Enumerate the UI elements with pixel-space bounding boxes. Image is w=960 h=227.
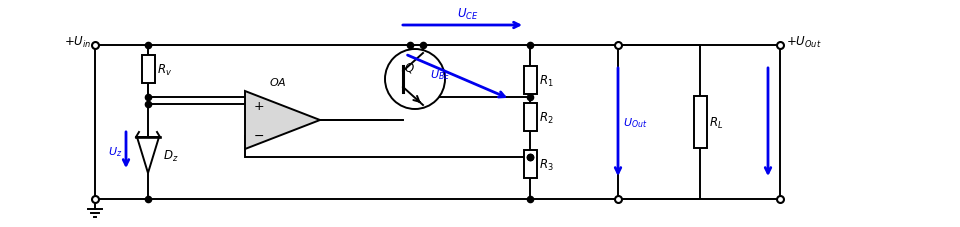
Text: $D_z$: $D_z$ [163, 148, 179, 163]
Text: $+U_{in}$: $+U_{in}$ [63, 34, 91, 49]
Bar [693, 96, 707, 148]
Text: $U_{BE}$: $U_{BE}$ [430, 68, 450, 81]
Text: $U_{CE}$: $U_{CE}$ [457, 7, 478, 22]
Text: $R_L$: $R_L$ [709, 115, 723, 130]
Text: $U_{Out}$: $U_{Out}$ [623, 116, 647, 129]
Bar [523, 150, 537, 178]
Bar [523, 67, 537, 95]
Text: $+U_{Out}$: $+U_{Out}$ [786, 34, 822, 49]
Circle shape [385, 50, 445, 109]
Text: $R_2$: $R_2$ [539, 110, 554, 125]
Polygon shape [137, 137, 159, 173]
Text: $+$: $+$ [253, 100, 265, 113]
Text: $-$: $-$ [253, 128, 265, 141]
Text: $Q$: $Q$ [403, 61, 415, 75]
Text: $R_1$: $R_1$ [539, 73, 554, 88]
Polygon shape [245, 92, 320, 149]
Bar [523, 104, 537, 131]
Text: $OA$: $OA$ [269, 76, 286, 88]
Text: $U_z$: $U_z$ [108, 144, 122, 158]
Bar [141, 56, 155, 84]
Text: $R_v$: $R_v$ [157, 62, 172, 77]
Text: $R_3$: $R_3$ [539, 157, 554, 172]
